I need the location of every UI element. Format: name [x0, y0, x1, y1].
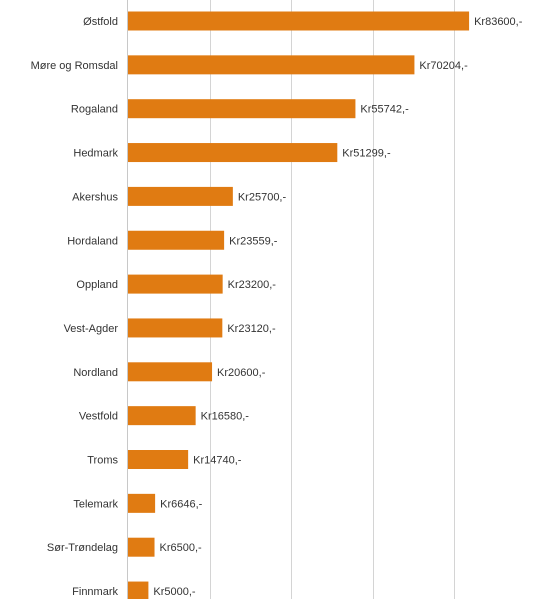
category-label: Nordland	[73, 367, 118, 379]
data-label: Kr25700,-	[238, 191, 287, 203]
data-label: Kr55742,-	[360, 104, 409, 116]
bar[interactable]	[128, 55, 415, 75]
category-label: Finnmark	[72, 586, 118, 598]
category-label: Vestfold	[79, 411, 118, 423]
bar[interactable]	[128, 537, 155, 557]
category-label: Troms	[87, 455, 118, 467]
bar[interactable]	[128, 143, 338, 163]
category-labels: Østfold Møre og Romsdal Rogaland Hedmark Ake…	[31, 16, 119, 598]
bar[interactable]	[128, 186, 233, 206]
category-label: Sør-Trøndelag	[47, 542, 118, 554]
category-label: Telemark	[73, 498, 118, 510]
bar[interactable]	[128, 362, 213, 382]
category-label: Østfold	[83, 16, 118, 28]
bar[interactable]	[128, 450, 189, 469]
bar[interactable]	[128, 99, 356, 119]
bar[interactable]	[128, 11, 470, 31]
category-label: Hedmark	[73, 148, 118, 160]
data-label: Kr5000,-	[153, 586, 196, 598]
data-label: Kr6500,-	[160, 542, 203, 554]
category-label: Oppland	[76, 279, 118, 291]
data-label: Kr70204,-	[419, 60, 468, 72]
bar[interactable]	[128, 274, 223, 294]
category-label: Akershus	[72, 191, 118, 203]
bar[interactable]	[128, 230, 225, 250]
data-label: Kr20600,-	[217, 367, 266, 379]
value-labels: Kr83600,- Kr70204,- Kr55742,- Kr51299,- Kr25…	[153, 16, 522, 598]
bar[interactable]	[128, 581, 149, 599]
bar[interactable]	[128, 406, 196, 426]
data-label: Kr16580,-	[201, 411, 250, 423]
category-label: Hordaland	[67, 235, 118, 247]
data-label: Kr51299,-	[342, 148, 391, 160]
category-label: Vest-Agder	[64, 323, 119, 335]
bar[interactable]	[128, 318, 223, 338]
data-label: Kr23559,-	[229, 235, 278, 247]
bar[interactable]	[128, 493, 156, 513]
data-label: Kr14740,-	[193, 455, 242, 467]
category-label: Rogaland	[71, 104, 118, 116]
category-label: Møre og Romsdal	[31, 60, 118, 72]
data-label: Kr23200,-	[228, 279, 277, 291]
data-label: Kr83600,-	[474, 16, 523, 28]
data-label: Kr6646,-	[160, 498, 203, 510]
data-label: Kr23120,-	[227, 323, 276, 335]
bars	[128, 11, 470, 599]
